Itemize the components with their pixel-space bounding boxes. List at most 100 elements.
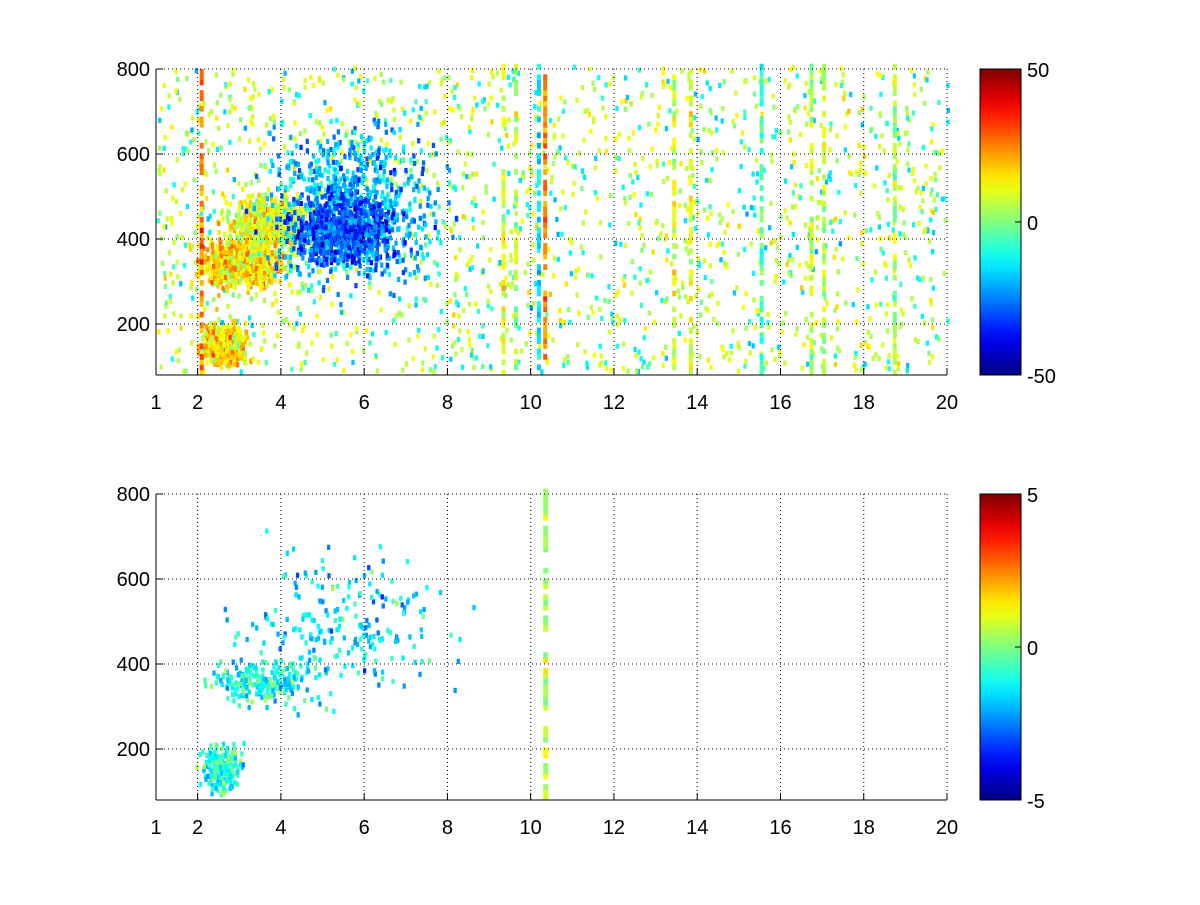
heatmap-cell xyxy=(559,323,563,329)
heatmap-cell xyxy=(341,173,346,179)
heatmap-cell xyxy=(773,238,777,244)
heatmap-cell xyxy=(384,204,388,210)
heatmap-cell xyxy=(831,228,835,234)
heatmap-cell xyxy=(803,275,808,281)
heatmap-cell xyxy=(628,173,632,179)
heatmap-cell xyxy=(257,192,261,198)
heatmap-cell xyxy=(208,271,212,277)
heatmap-cell xyxy=(874,133,878,139)
heatmap-cell xyxy=(530,171,534,178)
heatmap-cell xyxy=(355,329,359,335)
heatmap-cell xyxy=(799,183,803,189)
heatmap-cell xyxy=(409,173,413,180)
heatmap-cell xyxy=(219,350,224,356)
heatmap-cell xyxy=(924,163,928,169)
heatmap-cell xyxy=(769,200,773,206)
heatmap-cell xyxy=(287,87,291,93)
heatmap-cell xyxy=(598,343,603,349)
heatmap-cell xyxy=(514,210,518,216)
heatmap-cell xyxy=(239,268,244,274)
heatmap-cell xyxy=(170,220,174,226)
heatmap-cell xyxy=(362,88,366,94)
heatmap-cell xyxy=(702,207,707,213)
heatmap-cell xyxy=(262,285,267,291)
heatmap-cell xyxy=(402,208,407,214)
heatmap-cell xyxy=(371,218,376,224)
heatmap-cell xyxy=(266,216,270,222)
heatmap-cell xyxy=(284,254,288,260)
heatmap-cell xyxy=(792,160,796,166)
heatmap-cell xyxy=(581,220,585,226)
heatmap-cell xyxy=(929,217,933,223)
heatmap-cell xyxy=(267,130,271,136)
heatmap-cell xyxy=(272,136,276,142)
heatmap-cell xyxy=(651,249,655,255)
heatmap-cell xyxy=(396,226,400,232)
heatmap-cell xyxy=(743,144,747,150)
heatmap-cell xyxy=(301,244,305,250)
heatmap-cell xyxy=(213,270,217,277)
heatmap-cell xyxy=(421,160,426,166)
heatmap-cell xyxy=(581,250,585,256)
heatmap-cell xyxy=(392,318,396,324)
heatmap-cell xyxy=(296,226,301,232)
heatmap-cell xyxy=(401,367,405,373)
heatmap-cell xyxy=(601,105,605,111)
heatmap-cell xyxy=(678,188,682,194)
heatmap-cell xyxy=(903,234,908,241)
heatmap-cell xyxy=(842,96,846,102)
heatmap-cell xyxy=(206,347,210,354)
heatmap-cell xyxy=(907,141,911,147)
heatmap-cell xyxy=(226,343,231,349)
heatmap-cell xyxy=(345,188,350,194)
heatmap-cell xyxy=(303,77,307,84)
heatmap-cell xyxy=(790,204,795,210)
heatmap-cell xyxy=(718,212,722,218)
heatmap-cell xyxy=(233,266,237,272)
heatmap-cell xyxy=(292,201,296,207)
heatmap-cell xyxy=(415,159,419,165)
heatmap-cell xyxy=(837,189,841,195)
heatmap-cell xyxy=(245,223,249,229)
heatmap-cell xyxy=(210,336,214,342)
heatmap-cell xyxy=(224,328,228,335)
heatmap-cell xyxy=(162,82,166,89)
heatmap-cell xyxy=(181,146,185,152)
heatmap-cell xyxy=(731,208,735,215)
heatmap-cell xyxy=(248,138,252,144)
heatmap-cell xyxy=(556,231,560,237)
heatmap-cell xyxy=(542,150,546,156)
heatmap-cell xyxy=(318,171,322,177)
heatmap-cell xyxy=(325,277,330,284)
heatmap-cell xyxy=(350,139,354,145)
heatmap-cell xyxy=(458,328,462,334)
heatmap-cell xyxy=(353,193,357,200)
heatmap-cell xyxy=(920,209,924,215)
heatmap-cell xyxy=(878,111,882,117)
heatmap-cell xyxy=(560,231,564,237)
heatmap-cell xyxy=(314,250,318,257)
heatmap-cell xyxy=(465,174,469,180)
heatmap-cell xyxy=(538,100,542,106)
heatmap-cell xyxy=(665,296,669,302)
heatmap-cell xyxy=(509,228,514,235)
heatmap-cell xyxy=(212,296,216,303)
heatmap-cell xyxy=(345,256,349,262)
heatmap-cell xyxy=(228,139,232,145)
heatmap-cell xyxy=(661,351,665,357)
heatmap-cell xyxy=(832,254,836,260)
heatmap-cell xyxy=(736,368,740,374)
heatmap-cell xyxy=(898,231,902,237)
heatmap-cell xyxy=(232,348,236,354)
heatmap-cell xyxy=(609,367,613,373)
heatmap-cell xyxy=(943,217,947,223)
heatmap-cell xyxy=(699,103,703,109)
heatmap-cell xyxy=(812,98,817,104)
heatmap-cell xyxy=(348,188,353,194)
heatmap-cell xyxy=(875,165,879,171)
heatmap-cell xyxy=(228,334,232,340)
heatmap-cell xyxy=(437,68,441,75)
heatmap-cell xyxy=(385,262,389,268)
heatmap-cell xyxy=(310,283,314,289)
heatmap-cell xyxy=(378,230,383,236)
